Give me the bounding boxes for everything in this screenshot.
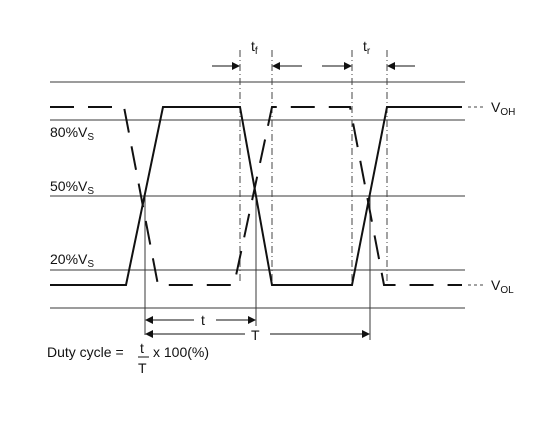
- formula-numerator: t: [140, 340, 144, 356]
- t-arrow-left-head: [145, 316, 153, 324]
- label-T: T: [251, 327, 260, 343]
- label-t: t: [201, 312, 205, 328]
- formula-denominator: T: [138, 360, 147, 376]
- tr-dimension: [322, 62, 415, 70]
- output-waveform-solid: [50, 106, 462, 286]
- T-arrow-left-head: [145, 330, 153, 338]
- duty-cycle-formula: Duty cycle = t T x 100(%): [47, 340, 209, 376]
- label-voh: VOH: [491, 99, 515, 118]
- t-arrow-right-head: [248, 316, 256, 324]
- T-dimension: [145, 330, 370, 338]
- tr-arrow-right-head: [387, 62, 395, 70]
- tf-dimension: [212, 62, 302, 70]
- T-arrow-right-head: [362, 330, 370, 338]
- reference-lines: [50, 81, 465, 309]
- tf-arrow-right-head: [272, 62, 280, 70]
- label-tf: tf: [251, 38, 258, 57]
- tf-arrow-left-head: [232, 62, 240, 70]
- edge-guides: [144, 50, 388, 340]
- t-dimension: [145, 316, 256, 324]
- label-50-percent: 50%VS: [50, 178, 94, 197]
- output-waveform-dashed: [50, 106, 462, 286]
- label-20-percent: 20%VS: [50, 251, 94, 270]
- formula-suffix: x 100(%): [153, 344, 209, 360]
- tr-arrow-left-head: [344, 62, 352, 70]
- formula-prefix: Duty cycle =: [47, 344, 124, 360]
- label-tr: tr: [363, 38, 371, 57]
- label-80-percent: 80%VS: [50, 124, 94, 143]
- label-vol: VOL: [491, 277, 514, 296]
